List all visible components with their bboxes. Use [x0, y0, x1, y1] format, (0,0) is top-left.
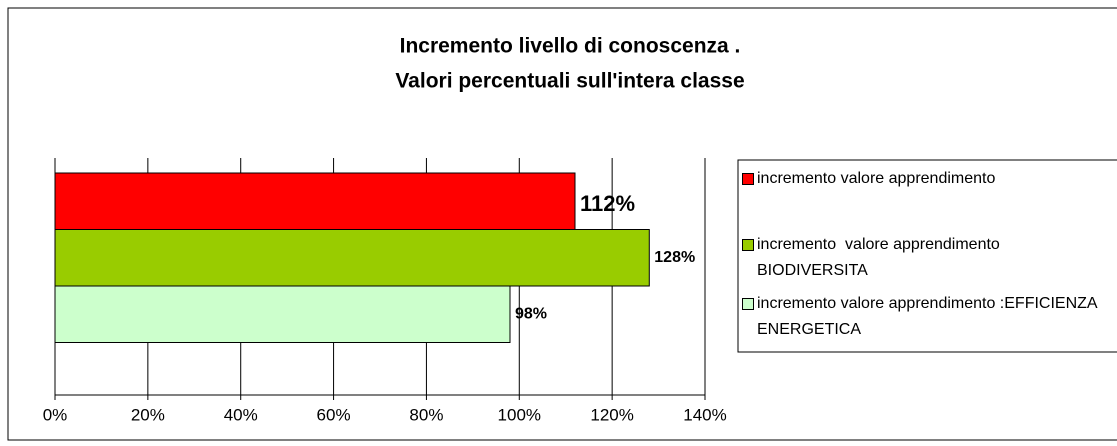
chart-title: Incremento livello di conoscenza .	[400, 35, 741, 58]
legend-item: incremento valore apprendimento BIODIVER…	[742, 232, 1112, 284]
legend-box	[737, 159, 1117, 353]
x-tick-label: 60%	[317, 405, 351, 424]
x-tick-label: 0%	[43, 405, 68, 424]
x-tick-label: 20%	[131, 405, 165, 424]
bar	[54, 285, 511, 343]
chart-title: Valori percentuali sull'intera classe	[395, 70, 744, 93]
legend-swatch	[742, 298, 754, 310]
legend-label: incremento valore apprendimento	[757, 170, 996, 187]
legend-swatch	[742, 173, 754, 185]
legend-swatch	[742, 239, 754, 251]
bar	[54, 229, 650, 287]
legend-item: incremento valore apprendimento	[742, 166, 1112, 192]
x-tick-label: 40%	[224, 405, 258, 424]
data-label: 112%	[580, 191, 635, 216]
data-label: 98%	[515, 305, 547, 322]
x-tick-label: 100%	[498, 405, 541, 424]
legend-item: incremento valore apprendimento :EFFICIE…	[742, 291, 1112, 343]
bar	[54, 172, 576, 230]
legend-label: incremento valore apprendimento :EFFICIE…	[757, 295, 1102, 338]
x-tick-label: 140%	[683, 405, 726, 424]
x-tick-label: 120%	[590, 405, 633, 424]
legend-label: incremento valore apprendimento BIODIVER…	[757, 236, 1005, 279]
data-label: 128%	[654, 249, 695, 266]
x-tick-label: 80%	[409, 405, 443, 424]
